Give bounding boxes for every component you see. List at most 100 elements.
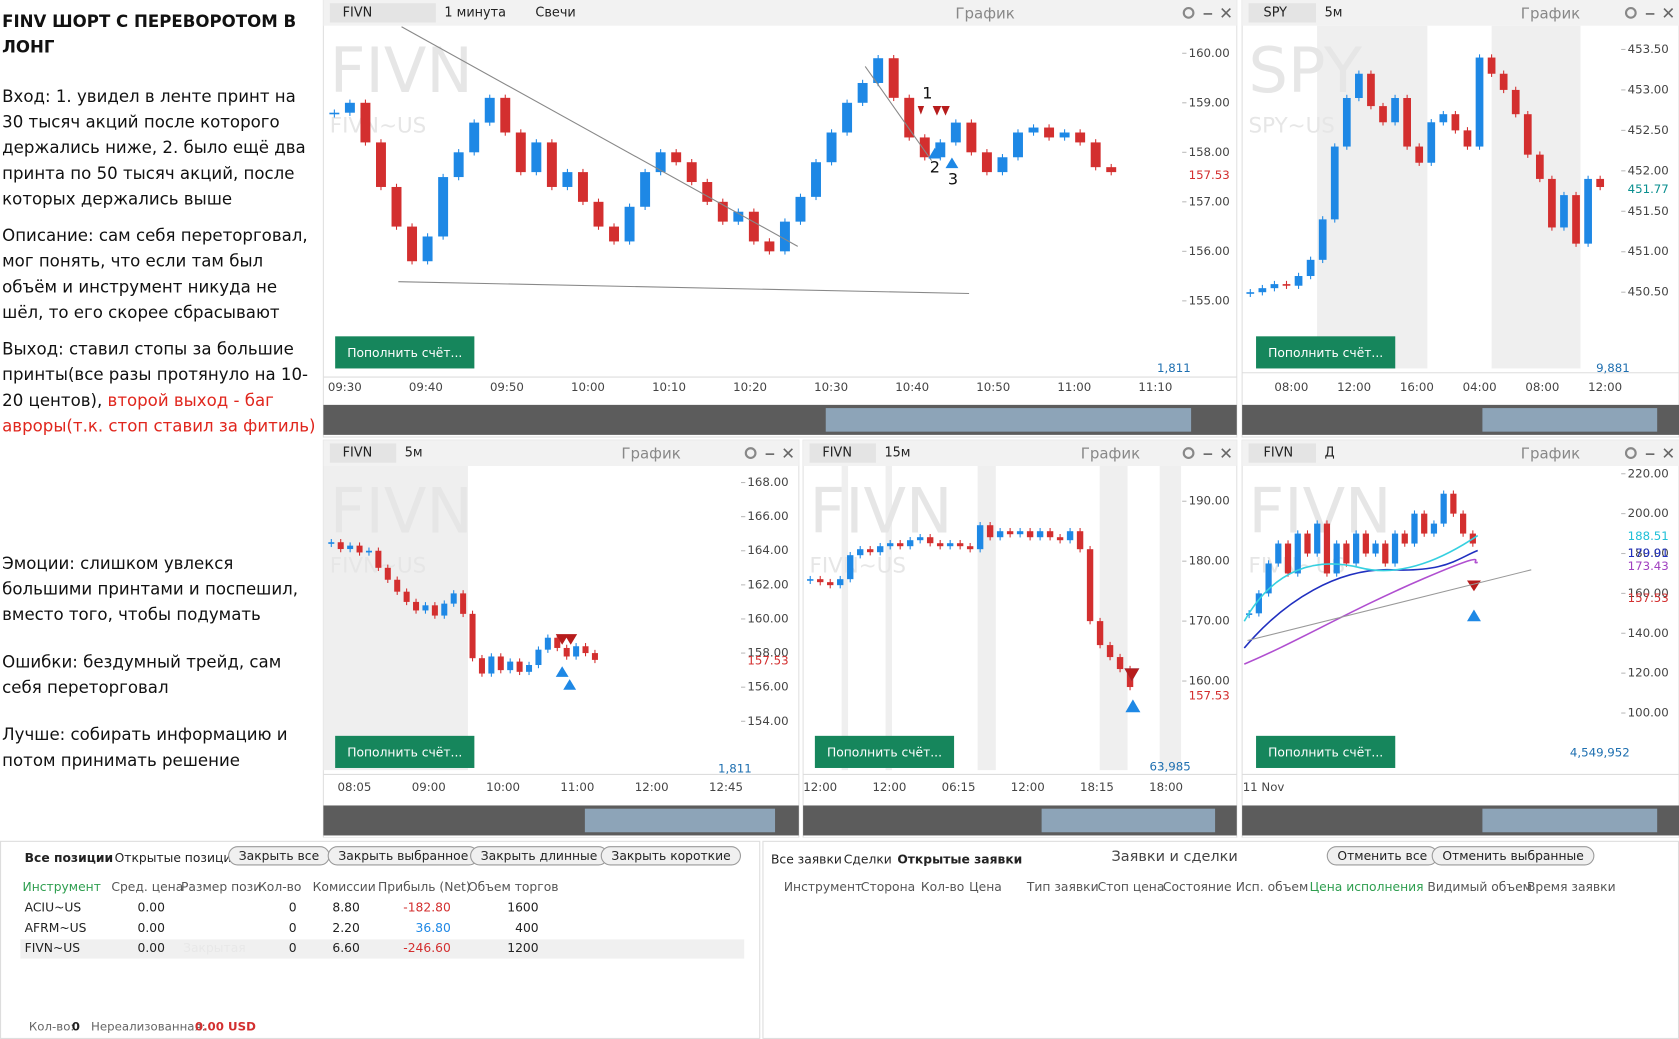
candle: [1265, 563, 1272, 594]
candle: [1523, 114, 1532, 155]
column-header[interactable]: Видимый объем: [1427, 879, 1532, 895]
deposit-button-label[interactable]: Пополнить счёт...: [1268, 745, 1383, 759]
candle: [671, 152, 682, 163]
column-header[interactable]: Прибыль (Net): [377, 879, 471, 895]
candle: [1439, 114, 1448, 123]
y-tick-label: 451.00: [1628, 244, 1669, 258]
column-header[interactable]: Комиссии: [312, 879, 376, 895]
candle: [394, 579, 401, 592]
action-button[interactable]: Отменить все: [1326, 846, 1438, 866]
positions-tab[interactable]: Открытые позиции: [114, 850, 240, 866]
candle: [1304, 533, 1311, 554]
close-icon[interactable]: [783, 448, 793, 458]
column-header[interactable]: Стоп цена: [1097, 879, 1165, 895]
orders-tab[interactable]: Сделки: [843, 851, 892, 867]
action-button[interactable]: Закрыть выбранное: [327, 846, 479, 866]
y-tick-label: 168.00: [747, 475, 788, 489]
navigator-window[interactable]: [584, 808, 776, 833]
y-tick-label: 452.50: [1628, 123, 1669, 137]
column-header[interactable]: Цена: [969, 879, 1002, 895]
action-button[interactable]: Закрыть короткие: [600, 846, 742, 866]
candle: [1086, 549, 1094, 622]
deposit-button[interactable]: [335, 336, 475, 369]
orders-tab[interactable]: Все заявки: [770, 851, 842, 867]
column-header[interactable]: Объем торгов: [467, 879, 559, 895]
column-header[interactable]: Кол-во: [920, 879, 965, 895]
deposit-button-label[interactable]: Пополнить счёт...: [347, 745, 462, 759]
column-header[interactable]: Сред. цена: [111, 879, 184, 895]
interval[interactable]: 1 минута: [444, 5, 506, 20]
candle: [422, 236, 433, 262]
column-header[interactable]: Размер пози: [180, 879, 262, 895]
settings-icon[interactable]: [744, 447, 757, 459]
column-header[interactable]: Время заявки: [1526, 879, 1616, 895]
settings-icon[interactable]: [1182, 6, 1195, 19]
settings-icon[interactable]: [1624, 6, 1637, 19]
deposit-button-label[interactable]: Пополнить счёт...: [827, 745, 942, 759]
cell-profit: -182.80: [403, 899, 451, 915]
cell-qty: 0: [288, 920, 297, 936]
close-icon[interactable]: [1663, 8, 1674, 18]
candle: [1560, 195, 1568, 228]
action-button[interactable]: Закрыть длинные: [470, 846, 609, 866]
candle: [1255, 593, 1262, 614]
deposit-button-label[interactable]: Пополнить счёт...: [347, 346, 462, 360]
deposit-button[interactable]: [814, 735, 955, 768]
cell-volume: 400: [515, 920, 539, 936]
navigator-window[interactable]: [825, 408, 1192, 432]
column-header[interactable]: Инструмент: [783, 879, 863, 895]
candle: [1584, 178, 1592, 244]
navigator-window[interactable]: [1041, 808, 1216, 833]
candle: [837, 579, 844, 586]
y-tick-label: 453.00: [1628, 82, 1669, 96]
buy-marker: [1466, 609, 1481, 622]
candle: [507, 661, 514, 671]
candle: [1487, 57, 1496, 74]
column-header[interactable]: Исп. объем: [1235, 879, 1309, 895]
navigator-window[interactable]: [1482, 408, 1658, 432]
deposit-button[interactable]: [335, 735, 475, 768]
column-header[interactable]: Кол-во: [258, 879, 302, 895]
interval[interactable]: Д: [1325, 446, 1335, 461]
orders-tab[interactable]: Открытые заявки: [897, 851, 1023, 867]
deposit-button-label[interactable]: Пополнить счёт...: [1268, 346, 1383, 360]
candle: [1116, 657, 1124, 670]
column-header[interactable]: Цена исполнения: [1309, 879, 1424, 895]
watermark: FIVN: [330, 34, 473, 107]
candle: [563, 647, 570, 657]
y-tick-label: 158.00: [1189, 145, 1230, 159]
interval[interactable]: 15м: [884, 446, 910, 461]
candle: [1314, 523, 1321, 554]
symbol: FIVN: [822, 446, 852, 461]
candle: [1391, 533, 1399, 564]
close-icon[interactable]: [1221, 448, 1231, 458]
column-header[interactable]: Тип заявки: [1026, 879, 1099, 895]
candle: [407, 226, 418, 262]
close-icon[interactable]: [1663, 448, 1674, 458]
symbol: SPY: [1264, 5, 1288, 20]
settings-icon[interactable]: [1182, 447, 1195, 459]
column-header[interactable]: Инструмент: [22, 879, 101, 895]
chart-header: График: [955, 4, 1014, 22]
candle: [1372, 543, 1379, 554]
chart-type[interactable]: Свечи: [535, 5, 575, 20]
settings-icon[interactable]: [1624, 447, 1637, 459]
navigator-window[interactable]: [1482, 808, 1658, 833]
interval[interactable]: 5м: [1325, 5, 1343, 20]
candle: [847, 555, 854, 580]
volume-label: 4,549,952: [1570, 745, 1630, 759]
deposit-button[interactable]: [1256, 336, 1396, 369]
action-button[interactable]: Закрыть все: [228, 846, 330, 866]
candle: [609, 226, 620, 242]
x-tick-label: 09:50: [490, 380, 524, 394]
interval[interactable]: 5м: [405, 446, 423, 461]
column-header[interactable]: Состояние: [1162, 879, 1232, 895]
action-button[interactable]: Отменить выбранные: [1431, 846, 1595, 866]
deposit-button[interactable]: [1256, 735, 1396, 768]
column-header[interactable]: Сторона: [860, 879, 916, 895]
close-icon[interactable]: [1221, 8, 1231, 18]
positions-tab[interactable]: Все позиции: [24, 850, 114, 866]
candle: [867, 549, 874, 553]
candle: [1572, 195, 1580, 244]
